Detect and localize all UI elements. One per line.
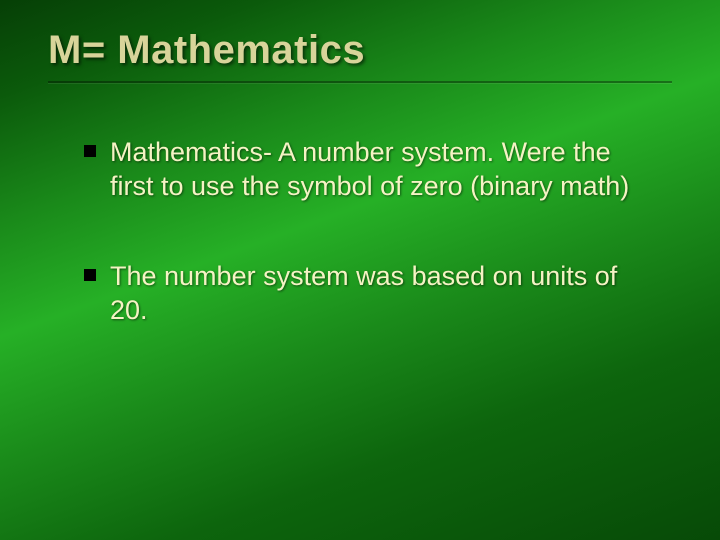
square-bullet-icon: [84, 145, 96, 157]
title-divider: [48, 81, 672, 83]
bullet-text: The number system was based on units of …: [110, 259, 652, 327]
square-bullet-icon: [84, 269, 96, 281]
slide-title: M= Mathematics: [48, 28, 672, 73]
bullet-text: Mathematics- A number system. Were the f…: [110, 135, 652, 203]
slide: M= Mathematics Mathematics- A number sys…: [0, 0, 720, 540]
bullet-item: The number system was based on units of …: [84, 259, 652, 327]
bullet-item: Mathematics- A number system. Were the f…: [84, 135, 652, 203]
slide-content: Mathematics- A number system. Were the f…: [48, 135, 672, 327]
